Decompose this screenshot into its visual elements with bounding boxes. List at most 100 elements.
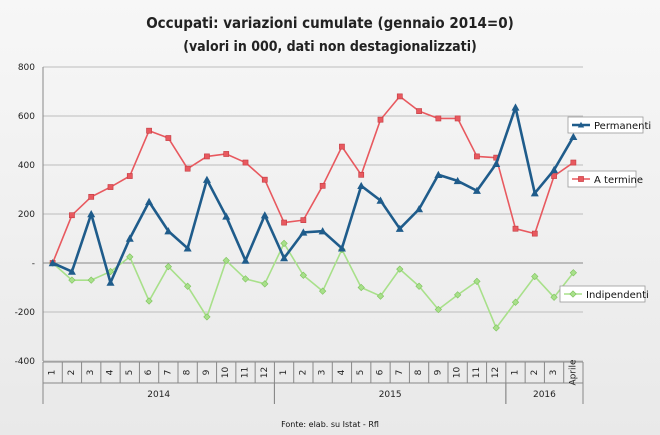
y-tick-label: - <box>32 259 35 269</box>
data-point-permanenti <box>376 196 385 204</box>
data-point-permanenti <box>569 132 578 141</box>
data-point-indipendenti <box>203 313 211 321</box>
data-point-indipendenti <box>569 269 577 277</box>
y-tick-label: 200 <box>18 210 35 220</box>
data-point-permanenti <box>241 256 250 264</box>
data-point-permanenti <box>318 227 327 235</box>
x-tick-label: 11 <box>472 367 482 378</box>
x-tick-label: 2 <box>298 370 308 376</box>
y-tick-label: 400 <box>18 161 35 171</box>
x-tick-label: 6 <box>144 369 154 375</box>
x-tick-label: 6 <box>376 369 386 375</box>
legend-marker <box>577 121 585 128</box>
legend-label: Indipendenti <box>586 290 649 301</box>
data-point-indipendenti <box>261 280 269 288</box>
x-tick-label: 3 <box>86 370 96 376</box>
data-point-permanenti <box>260 211 269 219</box>
data-point-indipendenti <box>87 276 95 284</box>
y-tick-label: 800 <box>18 63 35 73</box>
data-point-permanenti <box>222 212 231 220</box>
y-tick-label: -200 <box>15 308 36 318</box>
data-point-a-termine <box>358 171 365 178</box>
x-tick-label: 9 <box>433 369 443 375</box>
data-point-indipendenti <box>126 253 134 261</box>
x-tick-label: 12 <box>260 367 270 378</box>
data-point-permanenti <box>395 224 404 232</box>
data-point-indipendenti <box>164 263 172 271</box>
data-point-a-termine <box>88 193 95 200</box>
x-tick-label: 2 <box>67 370 77 376</box>
data-point-indipendenti <box>511 298 520 306</box>
data-point-permanenti <box>299 228 308 236</box>
data-point-a-termine <box>204 153 210 160</box>
x-tick-label: 2 <box>530 370 540 376</box>
x-tick-label: 10 <box>453 367 463 379</box>
data-point-indipendenti <box>184 282 192 290</box>
x-tick-label: 1 <box>279 370 289 376</box>
data-point-a-termine <box>474 153 480 160</box>
data-point-permanenti <box>202 175 211 183</box>
data-point-permanenti <box>48 259 57 267</box>
data-point-a-termine <box>146 127 152 134</box>
data-point-indipendenti <box>473 277 481 285</box>
data-point-permanenti <box>106 278 115 286</box>
x-tick-label: 5 <box>356 370 366 376</box>
data-point-permanenti <box>337 244 346 252</box>
data-point-indipendenti <box>434 305 442 314</box>
data-point-indipendenti <box>319 287 327 295</box>
data-point-a-termine <box>551 173 557 179</box>
data-point-permanenti <box>492 159 501 167</box>
data-point-a-termine <box>165 135 172 141</box>
data-point-permanenti <box>434 170 443 178</box>
data-point-a-termine <box>319 182 326 189</box>
data-point-a-termine <box>281 219 287 226</box>
data-point-a-termine <box>242 159 249 166</box>
series-layer <box>48 93 578 332</box>
data-point-permanenti <box>183 244 192 252</box>
data-point-permanenti <box>125 234 134 242</box>
x-tick-label: 9 <box>202 369 212 375</box>
chart-subtitle: (valori in 000, dati non destagionalizza… <box>183 39 477 55</box>
x-tick-label: 3 <box>318 370 328 376</box>
data-point-a-termine <box>512 225 519 232</box>
x-tick-label: 3 <box>549 370 559 376</box>
grid-layer <box>43 66 583 362</box>
x-tick-label: 7 <box>395 370 405 376</box>
y-tick-label: 600 <box>18 112 35 122</box>
legend-box <box>567 116 644 134</box>
x-tick-label: 7 <box>163 370 173 376</box>
legend-marker <box>569 290 577 298</box>
chart-title: Occupati: variazioni cumulate (gennaio 2… <box>146 14 514 32</box>
data-point-a-termine <box>184 165 191 172</box>
data-point-indipendenti <box>396 265 404 273</box>
data-point-indipendenti <box>357 283 365 292</box>
data-point-a-termine <box>570 159 577 166</box>
year-label: 2014 <box>147 390 170 400</box>
data-point-indipendenti <box>145 297 153 305</box>
data-point-indipendenti <box>299 271 307 279</box>
data-point-permanenti <box>145 197 154 205</box>
legend-label: A termine <box>594 175 643 186</box>
data-point-a-termine <box>454 115 461 122</box>
data-point-a-termine <box>435 115 442 122</box>
data-point-permanenti <box>164 227 173 235</box>
data-point-a-termine <box>377 116 384 123</box>
year-label: 2016 <box>533 390 556 400</box>
data-point-permanenti <box>530 189 539 197</box>
data-point-a-termine <box>300 217 307 223</box>
x-tick-label: 12 <box>491 367 501 378</box>
data-point-indipendenti <box>376 292 385 300</box>
data-point-indipendenti <box>415 282 423 290</box>
legend-label: Permanenti <box>594 121 651 132</box>
y-tick-label: -400 <box>15 357 36 367</box>
data-point-a-termine <box>339 143 345 150</box>
legend-box <box>567 170 637 188</box>
data-point-indipendenti <box>492 324 500 332</box>
data-point-permanenti <box>472 186 481 194</box>
data-point-a-termine <box>69 212 75 219</box>
data-point-permanenti <box>87 210 96 218</box>
data-point-indipendenti <box>550 293 558 301</box>
x-tick-label: 5 <box>125 370 135 376</box>
